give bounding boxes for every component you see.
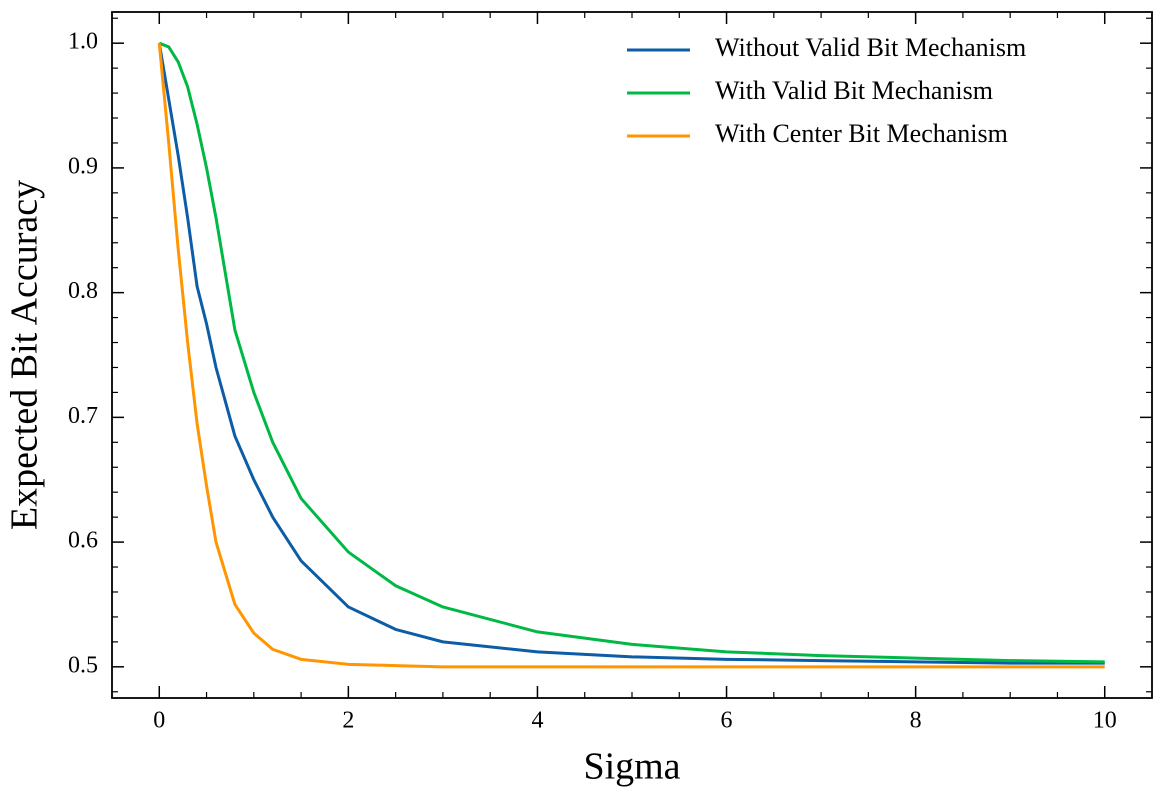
legend-label: With Valid Bit Mechanism [715,76,993,105]
x-axis-label: Sigma [583,746,680,788]
x-tick-label: 10 [1093,708,1117,734]
x-tick-label: 4 [531,708,543,734]
line-series [157,43,1105,669]
line-series [157,42,1105,665]
x-tick-label: 8 [910,708,922,734]
y-tick-label: 0.8 [68,278,98,304]
x-tick-label: 2 [342,708,354,734]
x-tick-label: 6 [721,708,733,734]
y-tick-label: 1.0 [68,29,98,55]
y-tick-label: 0.9 [68,153,98,179]
legend-label: Without Valid Bit Mechanism [715,33,1026,62]
y-tick-label: 0.7 [68,403,98,429]
y-tick-label: 0.6 [68,528,98,554]
plot-frame [111,11,1153,699]
x-tick-label: 0 [153,708,165,734]
legend-label: With Center Bit Mechanism [715,119,1008,148]
y-axis-label: Expected Bit Accuracy [4,180,46,530]
y-tick-label: 0.5 [68,652,98,678]
line-series [158,41,1105,664]
